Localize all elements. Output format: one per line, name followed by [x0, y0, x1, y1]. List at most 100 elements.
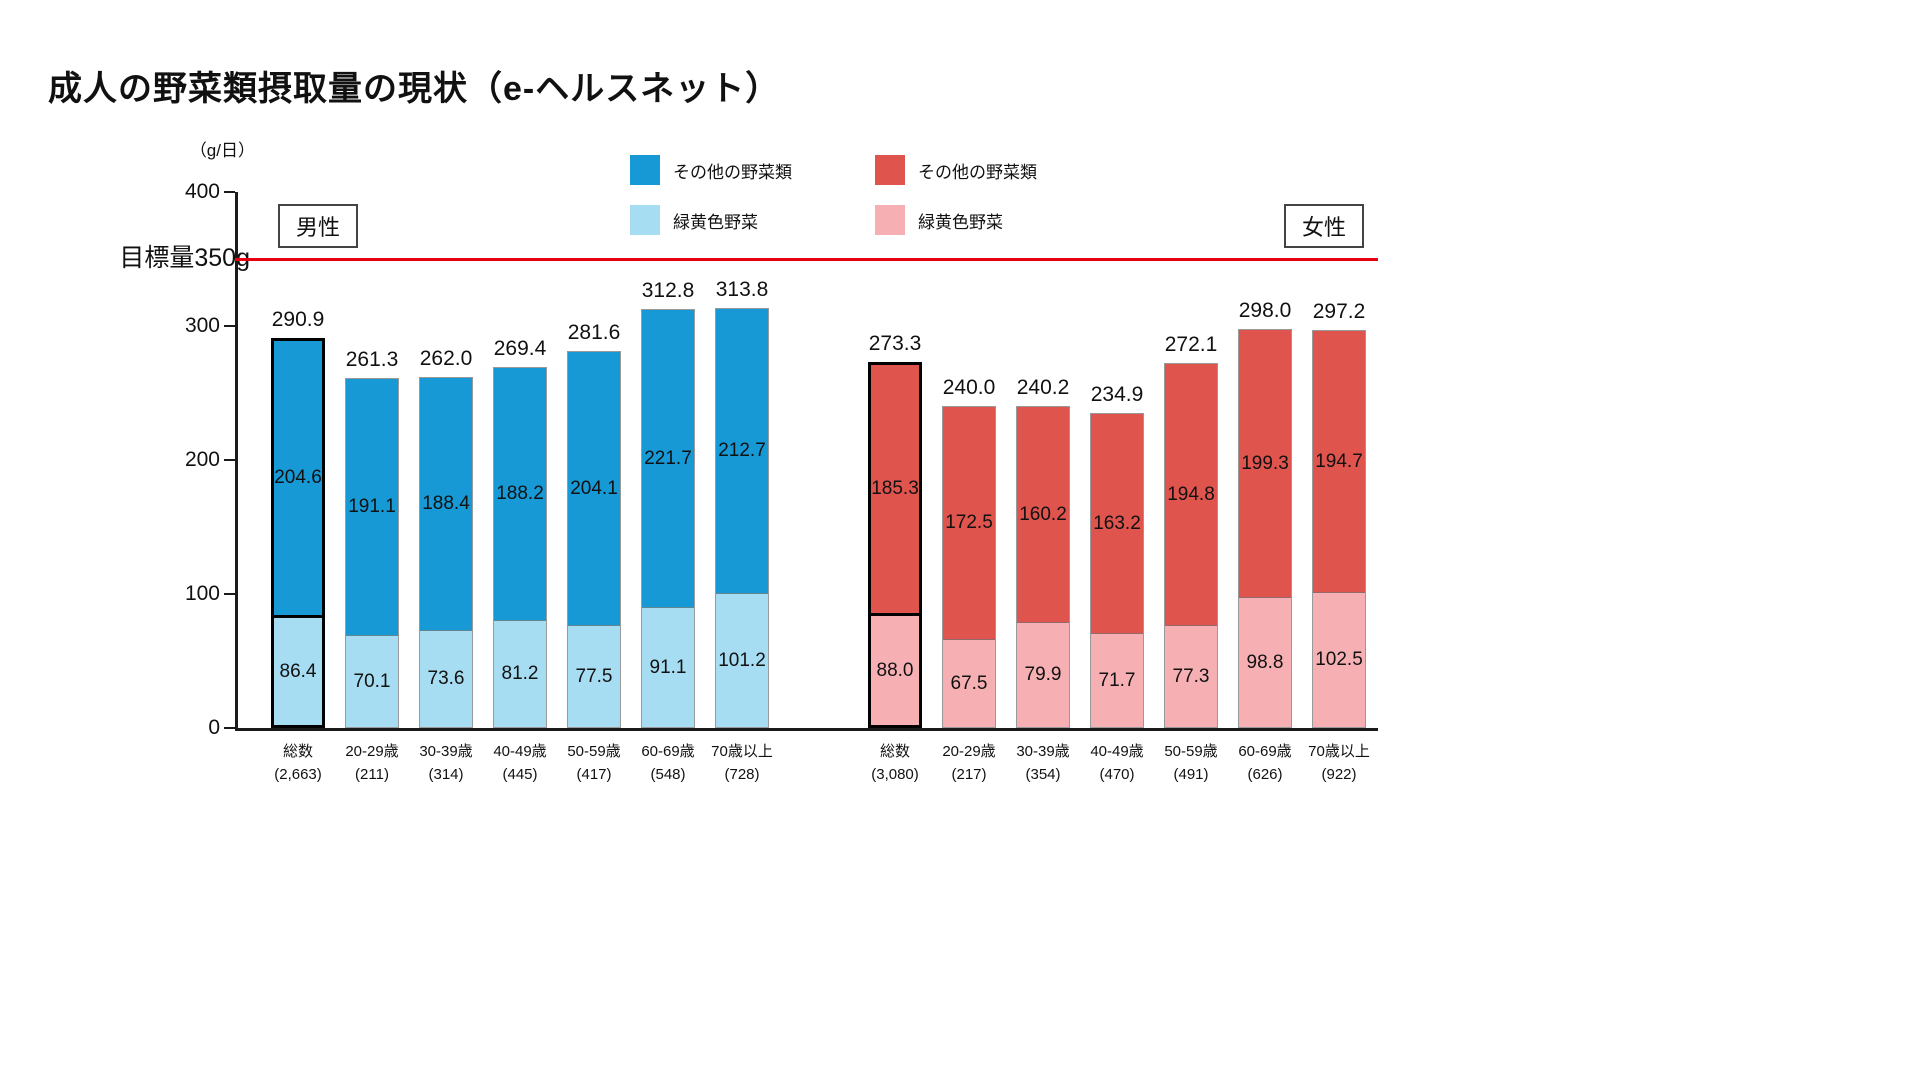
- segment-other-vegetables: 212.7: [716, 309, 768, 593]
- segment-green-yellow-vegetables: 101.2: [716, 593, 768, 727]
- y-tick-label: 100: [184, 582, 220, 605]
- segment-green-yellow-vegetables: 67.5: [943, 639, 995, 727]
- segment-green-yellow-vegetables: 86.4: [274, 615, 322, 725]
- segment-other-vegetables: 188.2: [494, 368, 546, 620]
- bar-female-3: 163.2 71.7: [1090, 413, 1144, 728]
- bar-female-1: 172.5 67.5: [942, 406, 996, 728]
- male-label: 男性: [296, 215, 341, 240]
- x-axis-count: (3,080): [871, 766, 919, 783]
- bar-male-1: 191.1 70.1: [345, 378, 399, 728]
- x-axis-label: 50-59歳 (417): [532, 740, 656, 786]
- segment-green-yellow-vegetables: 79.9: [1017, 622, 1069, 727]
- bar-total-label: 290.9: [271, 308, 325, 331]
- x-axis-label: 60-69歳 (548): [606, 740, 730, 786]
- segment-other-vegetables: 204.6: [274, 341, 322, 615]
- segment-green-value: 86.4: [279, 660, 317, 682]
- legend-swatch: [630, 205, 660, 235]
- legend-label: その他の野菜類: [918, 162, 1037, 182]
- bar-female-0: 185.3 88.0: [868, 362, 922, 728]
- segment-green-yellow-vegetables: 73.6: [420, 630, 472, 727]
- segment-green-value: 88.0: [876, 659, 914, 681]
- segment-green-value: 77.3: [1172, 665, 1210, 687]
- segment-other-value: 194.8: [1167, 483, 1215, 505]
- segment-green-value: 101.2: [718, 649, 766, 671]
- segment-green-value: 102.5: [1315, 649, 1363, 670]
- bar-total-label: 312.8: [641, 279, 695, 302]
- bar-total-label: 273.3: [868, 332, 922, 355]
- segment-other-value: 204.6: [274, 467, 322, 488]
- y-axis-unit-label: （g/日）: [189, 141, 255, 160]
- x-axis-count: (217): [951, 766, 987, 783]
- y-tick-mark: [224, 593, 235, 595]
- segment-green-value: 73.6: [427, 668, 465, 689]
- segment-green-yellow-vegetables: 70.1: [346, 635, 398, 727]
- bar-male-2: 188.4 73.6: [419, 377, 473, 728]
- segment-green-value: 81.2: [501, 663, 539, 684]
- bar-female-4: 194.8 77.3: [1164, 363, 1218, 728]
- y-tick-mark: [224, 727, 235, 729]
- x-axis-count: (548): [650, 766, 686, 783]
- segment-other-vegetables: 188.4: [420, 378, 472, 630]
- x-axis-category: 40-49歳: [493, 743, 547, 760]
- segment-green-value: 70.1: [353, 670, 391, 692]
- x-axis-category: 70歳以上: [711, 743, 773, 760]
- legend-row-female-1: 緑黄色野菜: [875, 205, 1003, 235]
- segment-other-vegetables: 172.5: [943, 407, 995, 639]
- segment-other-value: 188.4: [422, 493, 470, 514]
- x-axis-count: (922): [1321, 766, 1357, 783]
- segment-green-yellow-vegetables: 81.2: [494, 620, 546, 727]
- x-axis-category: 20-29歳: [345, 743, 399, 760]
- segment-green-yellow-vegetables: 88.0: [871, 613, 919, 725]
- segment-green-value: 91.1: [649, 656, 687, 678]
- bar-total-label: 240.2: [1016, 376, 1070, 399]
- page-title: 成人の野菜類摂取量の現状（e-ヘルスネット）: [48, 69, 781, 108]
- x-axis-count: (2,663): [274, 766, 322, 783]
- segment-other-value: 163.2: [1093, 512, 1141, 534]
- segment-green-value: 98.8: [1246, 651, 1284, 673]
- x-axis-count: (470): [1099, 766, 1135, 783]
- x-axis-label: 70歳以上 (728): [680, 740, 804, 786]
- segment-other-vegetables: 185.3: [871, 365, 919, 613]
- segment-other-value: 194.7: [1315, 450, 1363, 472]
- x-axis-label: 50-59歳 (491): [1129, 740, 1253, 786]
- segment-other-value: 160.2: [1019, 503, 1067, 525]
- bar-total-label: 234.9: [1090, 383, 1144, 406]
- segment-green-value: 71.7: [1098, 669, 1136, 691]
- legend-row-female-0: その他の野菜類: [875, 155, 1037, 185]
- x-axis-category: 60-69歳: [1238, 743, 1292, 760]
- x-axis-label: 20-29歳 (217): [907, 740, 1031, 786]
- x-axis-category: 70歳以上: [1308, 743, 1370, 760]
- x-axis-label: 30-39歳 (314): [384, 740, 508, 786]
- legend-label: その他の野菜類: [673, 162, 792, 182]
- bar-total-label: 281.6: [567, 321, 621, 344]
- x-axis-label: 60-69歳 (626): [1203, 740, 1327, 786]
- x-axis-category: 20-29歳: [942, 743, 996, 760]
- x-axis-count: (491): [1173, 766, 1209, 783]
- segment-other-vegetables: 163.2: [1091, 414, 1143, 633]
- x-axis-category: 50-59歳: [567, 743, 621, 760]
- x-axis-label: 20-29歳 (211): [310, 740, 434, 786]
- segment-green-yellow-vegetables: 102.5: [1313, 592, 1365, 727]
- x-axis-count: (211): [355, 766, 389, 783]
- legend-swatch: [630, 155, 660, 185]
- female-label: 女性: [1302, 215, 1347, 240]
- x-axis-count: (445): [502, 766, 538, 783]
- segment-other-value: 204.1: [570, 477, 618, 499]
- segment-green-yellow-vegetables: 98.8: [1239, 597, 1291, 727]
- segment-other-value: 191.1: [348, 496, 396, 517]
- legend-label: 緑黄色野菜: [673, 212, 758, 232]
- x-axis-category: 60-69歳: [641, 743, 695, 760]
- segment-other-vegetables: 199.3: [1239, 330, 1291, 597]
- segment-other-value: 172.5: [945, 512, 993, 533]
- x-axis-category: 30-39歳: [1016, 743, 1070, 760]
- legend-row-male-1: 緑黄色野菜: [630, 205, 758, 235]
- female-label-box: 女性: [1284, 204, 1365, 248]
- bar-total-label: 297.2: [1312, 300, 1366, 323]
- segment-green-yellow-vegetables: 77.3: [1165, 625, 1217, 727]
- segment-other-value: 199.3: [1241, 452, 1289, 474]
- bar-male-5: 221.7 91.1: [641, 309, 695, 728]
- plot-area: 204.6 86.4 290.9 総数 (2,663) 191.1 70.1 261.3 20-…: [235, 192, 1378, 783]
- segment-other-value: 185.3: [871, 478, 919, 499]
- y-tick-label: 400: [184, 180, 220, 203]
